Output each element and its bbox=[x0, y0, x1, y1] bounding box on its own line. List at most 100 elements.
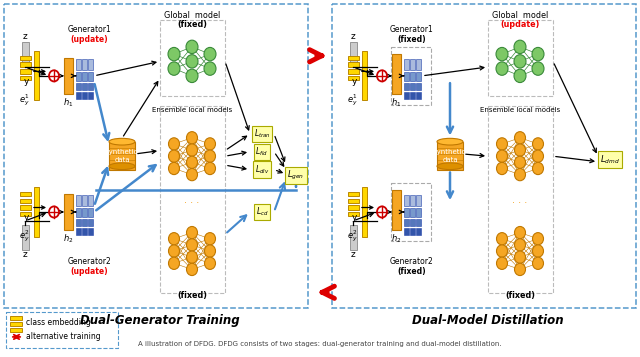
Circle shape bbox=[168, 162, 179, 175]
Circle shape bbox=[186, 156, 198, 169]
Circle shape bbox=[168, 47, 180, 61]
Circle shape bbox=[515, 239, 525, 251]
Bar bbox=[348, 198, 359, 203]
Text: (update): (update) bbox=[70, 35, 108, 44]
Circle shape bbox=[515, 144, 525, 156]
Circle shape bbox=[186, 144, 198, 156]
Bar bbox=[410, 195, 415, 206]
Text: · · ·: · · · bbox=[184, 198, 200, 208]
Text: Ensemble local models: Ensemble local models bbox=[480, 107, 560, 114]
Circle shape bbox=[497, 150, 508, 162]
Circle shape bbox=[205, 233, 216, 245]
Bar bbox=[88, 195, 93, 206]
Text: Generator1: Generator1 bbox=[67, 25, 111, 34]
Bar bbox=[10, 328, 22, 332]
Bar bbox=[82, 92, 87, 99]
Text: Global  model: Global model bbox=[492, 11, 548, 20]
Text: z: z bbox=[351, 250, 355, 259]
Bar bbox=[88, 72, 93, 81]
Bar bbox=[22, 42, 29, 67]
Bar bbox=[76, 195, 81, 206]
Bar bbox=[416, 208, 421, 217]
Bar bbox=[348, 76, 359, 80]
Text: z: z bbox=[22, 32, 28, 41]
Bar bbox=[392, 190, 401, 230]
Bar bbox=[20, 205, 31, 210]
Bar bbox=[416, 82, 421, 90]
Bar bbox=[416, 195, 421, 206]
Text: (update): (update) bbox=[70, 267, 108, 276]
Bar bbox=[348, 56, 359, 60]
Circle shape bbox=[497, 162, 508, 175]
Text: $L_{tran}$: $L_{tran}$ bbox=[253, 127, 271, 140]
Bar bbox=[410, 92, 415, 99]
Circle shape bbox=[168, 245, 179, 257]
Circle shape bbox=[497, 257, 508, 270]
Bar bbox=[82, 218, 87, 226]
Bar bbox=[348, 192, 359, 196]
Bar bbox=[88, 92, 93, 99]
Bar bbox=[348, 212, 359, 216]
Text: $L_{fid}$: $L_{fid}$ bbox=[255, 145, 269, 158]
Bar bbox=[391, 183, 431, 241]
Text: $e^2_y$: $e^2_y$ bbox=[19, 229, 29, 244]
Bar bbox=[488, 20, 553, 96]
Bar bbox=[82, 208, 87, 217]
Text: Ensemble local models: Ensemble local models bbox=[152, 107, 232, 114]
Text: Generator2: Generator2 bbox=[67, 257, 111, 266]
Text: synthetic
data: synthetic data bbox=[434, 150, 466, 163]
Circle shape bbox=[186, 132, 198, 144]
Bar bbox=[416, 59, 421, 70]
Circle shape bbox=[205, 162, 216, 175]
Bar bbox=[404, 228, 409, 235]
Bar bbox=[20, 69, 31, 74]
Text: alternative training: alternative training bbox=[26, 332, 100, 341]
Ellipse shape bbox=[109, 163, 135, 170]
Circle shape bbox=[186, 239, 198, 251]
Circle shape bbox=[205, 257, 216, 270]
Bar bbox=[160, 20, 225, 96]
Text: y: y bbox=[351, 213, 356, 222]
Bar bbox=[410, 59, 415, 70]
Circle shape bbox=[186, 69, 198, 82]
Circle shape bbox=[532, 245, 543, 257]
Bar bbox=[488, 106, 553, 293]
Bar bbox=[410, 72, 415, 81]
Text: class embedding: class embedding bbox=[26, 318, 91, 327]
Circle shape bbox=[168, 150, 179, 162]
Circle shape bbox=[377, 70, 387, 81]
Text: $h_1$: $h_1$ bbox=[391, 96, 401, 109]
Ellipse shape bbox=[109, 138, 135, 145]
Bar bbox=[404, 208, 409, 217]
Circle shape bbox=[168, 138, 179, 150]
Text: $e^2_y$: $e^2_y$ bbox=[347, 229, 357, 244]
Text: · · ·: · · · bbox=[513, 198, 527, 208]
Bar bbox=[109, 142, 135, 170]
Circle shape bbox=[204, 47, 216, 61]
Bar bbox=[20, 76, 31, 80]
Circle shape bbox=[186, 169, 198, 181]
Bar bbox=[6, 312, 118, 348]
Circle shape bbox=[186, 40, 198, 54]
Circle shape bbox=[532, 162, 543, 175]
Circle shape bbox=[532, 257, 543, 270]
Bar bbox=[416, 228, 421, 235]
Text: (update): (update) bbox=[500, 20, 540, 29]
Bar bbox=[416, 92, 421, 99]
Circle shape bbox=[49, 70, 59, 81]
Text: synthetic
data: synthetic data bbox=[106, 150, 138, 163]
Circle shape bbox=[497, 233, 508, 245]
Bar bbox=[34, 51, 39, 100]
Bar bbox=[88, 228, 93, 235]
Circle shape bbox=[532, 233, 543, 245]
Circle shape bbox=[186, 263, 198, 276]
Bar bbox=[76, 72, 81, 81]
Circle shape bbox=[497, 138, 508, 150]
Bar bbox=[20, 56, 31, 60]
Bar bbox=[404, 72, 409, 81]
Text: (fixed): (fixed) bbox=[397, 267, 426, 276]
Bar bbox=[404, 195, 409, 206]
Bar bbox=[76, 59, 81, 70]
Bar bbox=[82, 72, 87, 81]
Circle shape bbox=[168, 233, 179, 245]
